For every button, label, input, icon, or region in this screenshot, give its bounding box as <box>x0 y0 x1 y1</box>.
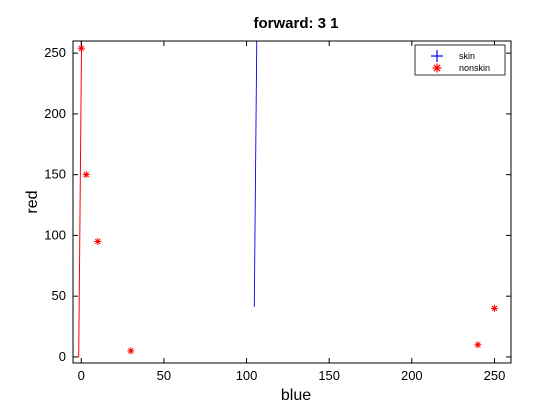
nonskin-point <box>490 304 498 312</box>
legend-skin-marker <box>431 50 443 62</box>
x-tick-label: 150 <box>318 368 340 383</box>
x-axis: 0 50 100 150 200 250 <box>78 41 506 383</box>
plot-area <box>73 41 511 363</box>
nonskin-series <box>77 41 498 358</box>
plot-frame <box>72 40 512 364</box>
skin-points <box>253 41 258 307</box>
y-tick-label: 50 <box>52 288 66 303</box>
nonskin-point <box>77 44 85 52</box>
nonskin-points <box>78 41 83 358</box>
chart-title: forward: 3 1 <box>253 15 338 32</box>
legend: skin nonskin <box>414 44 506 76</box>
legend-nonskin-asterisk <box>432 63 442 73</box>
x-tick-label: 250 <box>484 368 506 383</box>
y-tick-label: 250 <box>44 45 66 60</box>
nonskin-point <box>94 237 102 245</box>
skin-series <box>253 41 258 307</box>
nonskin-point <box>474 341 482 349</box>
y-tick-label: 150 <box>44 167 66 182</box>
x-axis-title: blue <box>281 387 311 404</box>
x-tick-label: 50 <box>157 368 171 383</box>
x-tick-label: 0 <box>78 368 85 383</box>
x-tick-label: 100 <box>236 368 258 383</box>
y-tick-label: 200 <box>44 106 66 121</box>
legend-box <box>414 44 506 76</box>
y-tick-label: 100 <box>44 227 66 242</box>
legend-nonskin-marker <box>432 63 442 73</box>
x-tick-label: 200 <box>401 368 423 383</box>
y-axis: 0 50 100 150 200 250 <box>44 45 511 364</box>
legend-nonskin-label: nonskin <box>459 63 490 73</box>
y-axis-title: red <box>24 190 41 213</box>
nonskin-point <box>82 171 90 179</box>
y-tick-label: 0 <box>59 349 66 364</box>
legend-skin-label: skin <box>459 51 475 61</box>
nonskin-point <box>127 347 135 355</box>
